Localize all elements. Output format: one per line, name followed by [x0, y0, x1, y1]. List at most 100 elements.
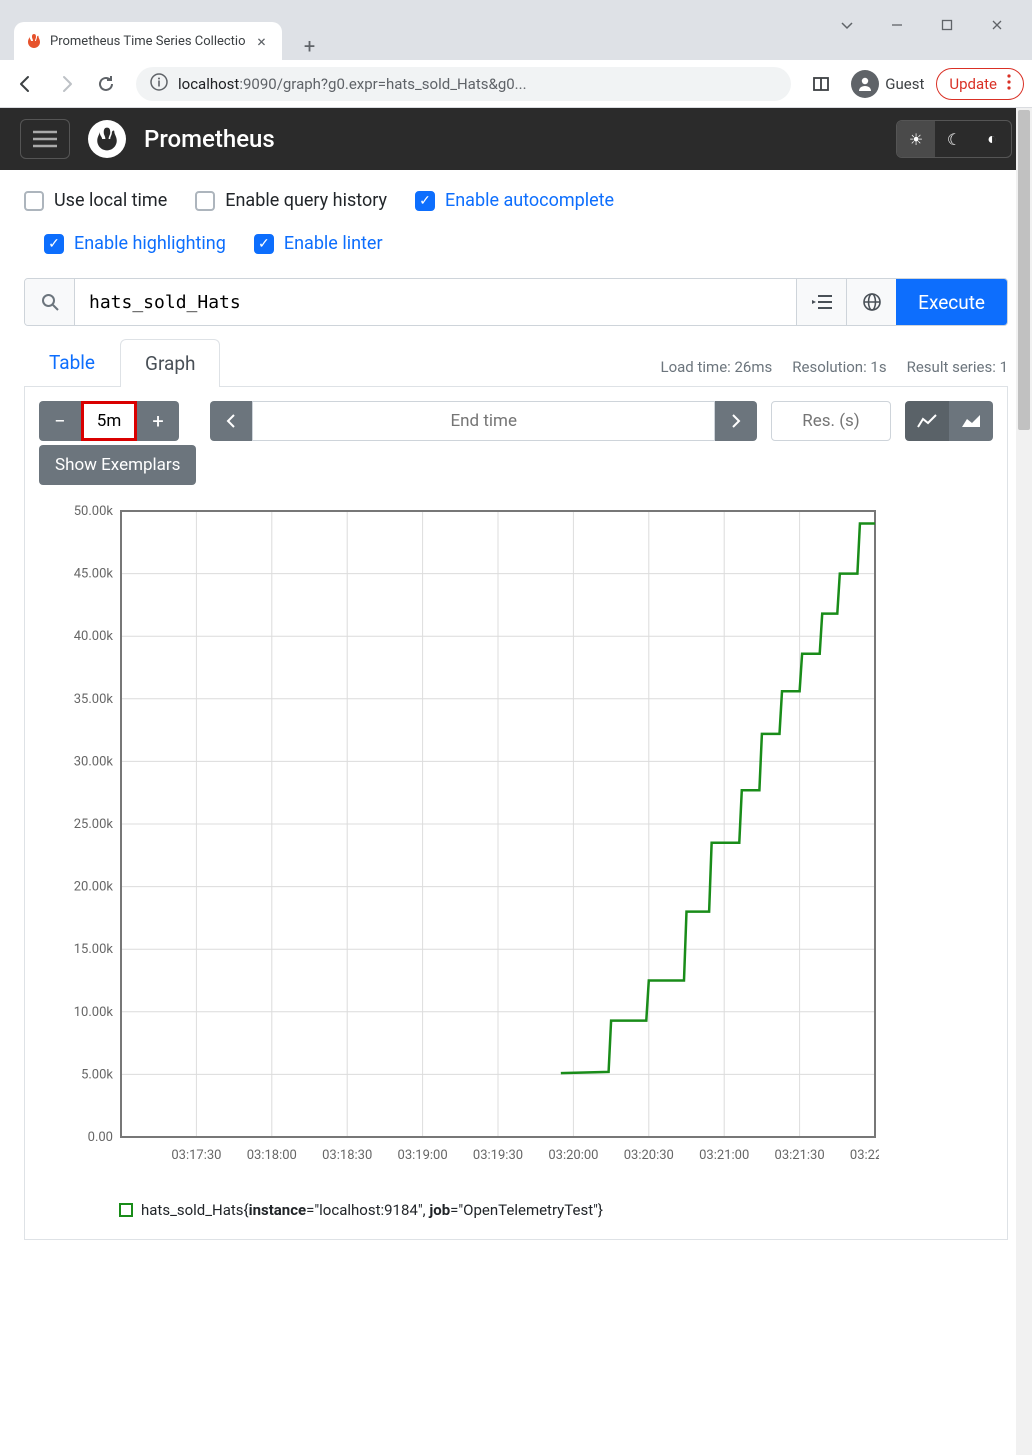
- chart-container: 0.00 5.00k 10.00k 15.00k 20.00k 25.00k 30.00k 3…: [39, 503, 993, 1183]
- range-decrease-button[interactable]: −: [39, 401, 81, 441]
- close-button[interactable]: [982, 13, 1012, 37]
- app-title: Prometheus: [144, 125, 275, 153]
- resolution-input[interactable]: [771, 401, 891, 441]
- line-chart-button[interactable]: [905, 401, 949, 441]
- svg-text:25.00k: 25.00k: [74, 817, 114, 832]
- svg-text:03:20:00: 03:20:00: [548, 1148, 598, 1163]
- expression-input[interactable]: [75, 279, 796, 325]
- time-series-chart: 0.00 5.00k 10.00k 15.00k 20.00k 25.00k 30.00k 3…: [39, 503, 879, 1183]
- globe-button[interactable]: [846, 279, 896, 325]
- checkbox-icon: [24, 191, 44, 211]
- svg-text:15.00k: 15.00k: [74, 942, 114, 957]
- svg-text:03:21:30: 03:21:30: [775, 1148, 825, 1163]
- tabs-stats-row: Table Graph Load time: 26ms Resolution: …: [24, 338, 1008, 386]
- opt-local-time[interactable]: Use local time: [24, 190, 167, 211]
- app-navbar: Prometheus ☀ ☾ ◐: [0, 108, 1032, 170]
- opt-linter[interactable]: ✓Enable linter: [254, 233, 383, 254]
- svg-text:30.00k: 30.00k: [74, 754, 114, 769]
- profile-label: Guest: [885, 75, 924, 93]
- svg-text:03:18:30: 03:18:30: [322, 1148, 372, 1163]
- svg-text:45.00k: 45.00k: [74, 567, 114, 582]
- time-prev-button[interactable]: [210, 401, 252, 441]
- legend-text: hats_sold_Hats{instance="localhost:9184"…: [141, 1201, 603, 1219]
- range-increase-button[interactable]: +: [137, 401, 179, 441]
- address-bar[interactable]: localhost:9090/graph?g0.expr=hats_sold_H…: [136, 67, 791, 101]
- chart-type-group: [905, 401, 993, 441]
- new-tab-button[interactable]: +: [296, 32, 324, 60]
- opt-autocomplete[interactable]: ✓Enable autocomplete: [415, 190, 614, 211]
- stacked-chart-button[interactable]: [949, 401, 993, 441]
- svg-text:03:17:30: 03:17:30: [171, 1148, 221, 1163]
- result-tabs: Table Graph: [24, 338, 220, 386]
- avatar-icon: [851, 70, 879, 98]
- execute-button[interactable]: Execute: [896, 279, 1007, 325]
- svg-text:35.00k: 35.00k: [74, 692, 114, 707]
- profile-chip[interactable]: Guest: [845, 70, 930, 98]
- menu-button[interactable]: [20, 119, 70, 159]
- search-icon: [25, 279, 75, 325]
- graph-controls: − + Show Exemplars: [39, 401, 993, 485]
- panel-icon[interactable]: [803, 66, 839, 102]
- query-row: Execute: [24, 278, 1008, 326]
- legend: hats_sold_Hats{instance="localhost:9184"…: [119, 1201, 993, 1219]
- svg-text:03:21:00: 03:21:00: [699, 1148, 749, 1163]
- stat-resolution: Resolution: 1s: [792, 358, 886, 376]
- theme-auto-button[interactable]: ◐: [973, 121, 1011, 157]
- page-viewport: Prometheus ☀ ☾ ◐ Use local time Enable q…: [0, 108, 1032, 1455]
- forward-button[interactable]: [48, 66, 84, 102]
- maximize-button[interactable]: [932, 13, 962, 37]
- checkbox-checked-icon: ✓: [254, 234, 274, 254]
- checkbox-checked-icon: ✓: [44, 234, 64, 254]
- prometheus-logo-icon: [88, 120, 126, 158]
- tab-close-icon[interactable]: ×: [254, 33, 270, 49]
- svg-text:03:19:30: 03:19:30: [473, 1148, 523, 1163]
- opt-query-history[interactable]: Enable query history: [195, 190, 387, 211]
- theme-light-button[interactable]: ☀: [897, 121, 935, 157]
- scrollbar-thumb[interactable]: [1018, 110, 1030, 430]
- stat-load-time: Load time: 26ms: [661, 358, 773, 376]
- scrollbar[interactable]: [1016, 108, 1032, 1455]
- svg-text:40.00k: 40.00k: [74, 629, 114, 644]
- browser-tab[interactable]: Prometheus Time Series Collectio ×: [14, 22, 282, 60]
- checkbox-icon: [195, 191, 215, 211]
- options-row-2: ✓Enable highlighting ✓Enable linter: [0, 215, 1032, 278]
- range-group: − +: [39, 401, 179, 441]
- svg-text:0.00: 0.00: [88, 1130, 113, 1145]
- time-next-button[interactable]: [715, 401, 757, 441]
- format-button[interactable]: [796, 279, 846, 325]
- endtime-input[interactable]: [252, 401, 715, 441]
- theme-switcher: ☀ ☾ ◐: [896, 120, 1012, 158]
- checkbox-checked-icon: ✓: [415, 191, 435, 211]
- show-exemplars-button[interactable]: Show Exemplars: [39, 445, 196, 485]
- svg-text:20.00k: 20.00k: [74, 880, 114, 895]
- legend-swatch-icon: [119, 1203, 133, 1217]
- kebab-icon: [1007, 74, 1011, 94]
- theme-dark-button[interactable]: ☾: [935, 121, 973, 157]
- browser-tab-title: Prometheus Time Series Collectio: [50, 34, 246, 49]
- url-text: localhost:9090/graph?g0.expr=hats_sold_H…: [178, 75, 527, 93]
- query-stats: Load time: 26ms Resolution: 1s Result se…: [661, 358, 1008, 386]
- svg-text:03:20:30: 03:20:30: [624, 1148, 674, 1163]
- svg-text:03:18:00: 03:18:00: [247, 1148, 297, 1163]
- tab-table[interactable]: Table: [24, 338, 120, 386]
- reload-button[interactable]: [88, 66, 124, 102]
- browser-chrome: Prometheus Time Series Collectio × + loc…: [0, 0, 1032, 108]
- graph-panel: − + Show Exemplars 0.00 5.00k 10.00k 15.00k…: [24, 386, 1008, 1240]
- stat-result-series: Result series: 1: [907, 358, 1008, 376]
- site-info-icon[interactable]: [150, 73, 168, 95]
- update-button[interactable]: Update: [936, 68, 1024, 100]
- chevron-down-icon[interactable]: [832, 13, 862, 37]
- tab-strip: Prometheus Time Series Collectio × +: [0, 15, 1032, 60]
- back-button[interactable]: [8, 66, 44, 102]
- range-input[interactable]: [81, 401, 137, 441]
- tab-graph[interactable]: Graph: [120, 339, 220, 387]
- svg-text:5.00k: 5.00k: [81, 1067, 113, 1082]
- window-controls: [812, 5, 1032, 45]
- svg-text:03:22:00: 03:22:00: [850, 1148, 879, 1163]
- svg-text:50.00k: 50.00k: [74, 504, 114, 519]
- prometheus-favicon-icon: [26, 33, 42, 49]
- opt-highlighting[interactable]: ✓Enable highlighting: [44, 233, 226, 254]
- svg-text:10.00k: 10.00k: [74, 1005, 114, 1020]
- minimize-button[interactable]: [882, 13, 912, 37]
- endtime-group: [210, 401, 757, 441]
